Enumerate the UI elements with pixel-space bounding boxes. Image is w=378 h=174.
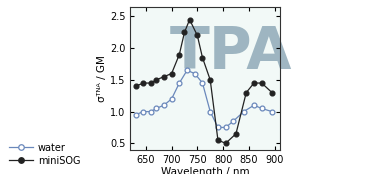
miniSOG bbox=[154, 79, 158, 81]
miniSOG bbox=[182, 31, 187, 33]
water bbox=[270, 110, 274, 113]
water bbox=[177, 82, 181, 84]
miniSOG bbox=[223, 142, 228, 144]
water bbox=[200, 82, 205, 84]
Y-axis label: σᵀᴺᴬ / GM: σᵀᴺᴬ / GM bbox=[97, 55, 107, 102]
water bbox=[169, 98, 174, 100]
water bbox=[231, 120, 235, 122]
miniSOG bbox=[234, 133, 238, 135]
water bbox=[252, 104, 256, 106]
water bbox=[223, 126, 228, 128]
water bbox=[185, 69, 189, 71]
water bbox=[154, 107, 158, 109]
Legend: water, miniSOG: water, miniSOG bbox=[9, 143, 80, 166]
Line: water: water bbox=[133, 68, 274, 130]
water bbox=[208, 110, 212, 113]
miniSOG bbox=[259, 82, 264, 84]
miniSOG bbox=[270, 92, 274, 94]
X-axis label: Wavelength / nm: Wavelength / nm bbox=[161, 167, 249, 174]
Text: TPA: TPA bbox=[169, 24, 292, 81]
miniSOG bbox=[200, 57, 205, 59]
water bbox=[242, 110, 246, 113]
Line: miniSOG: miniSOG bbox=[133, 17, 274, 146]
miniSOG bbox=[244, 92, 248, 94]
water bbox=[216, 126, 220, 128]
miniSOG bbox=[169, 73, 174, 75]
water bbox=[192, 73, 197, 75]
miniSOG bbox=[141, 82, 146, 84]
miniSOG bbox=[149, 82, 153, 84]
water bbox=[162, 104, 166, 106]
miniSOG bbox=[208, 79, 212, 81]
miniSOG bbox=[195, 34, 200, 37]
miniSOG bbox=[177, 53, 181, 56]
water bbox=[149, 110, 153, 113]
miniSOG bbox=[133, 85, 138, 87]
miniSOG bbox=[162, 76, 166, 78]
miniSOG bbox=[216, 139, 220, 141]
miniSOG bbox=[187, 19, 192, 21]
water bbox=[141, 110, 146, 113]
water bbox=[133, 114, 138, 116]
miniSOG bbox=[252, 82, 256, 84]
water bbox=[259, 107, 264, 109]
